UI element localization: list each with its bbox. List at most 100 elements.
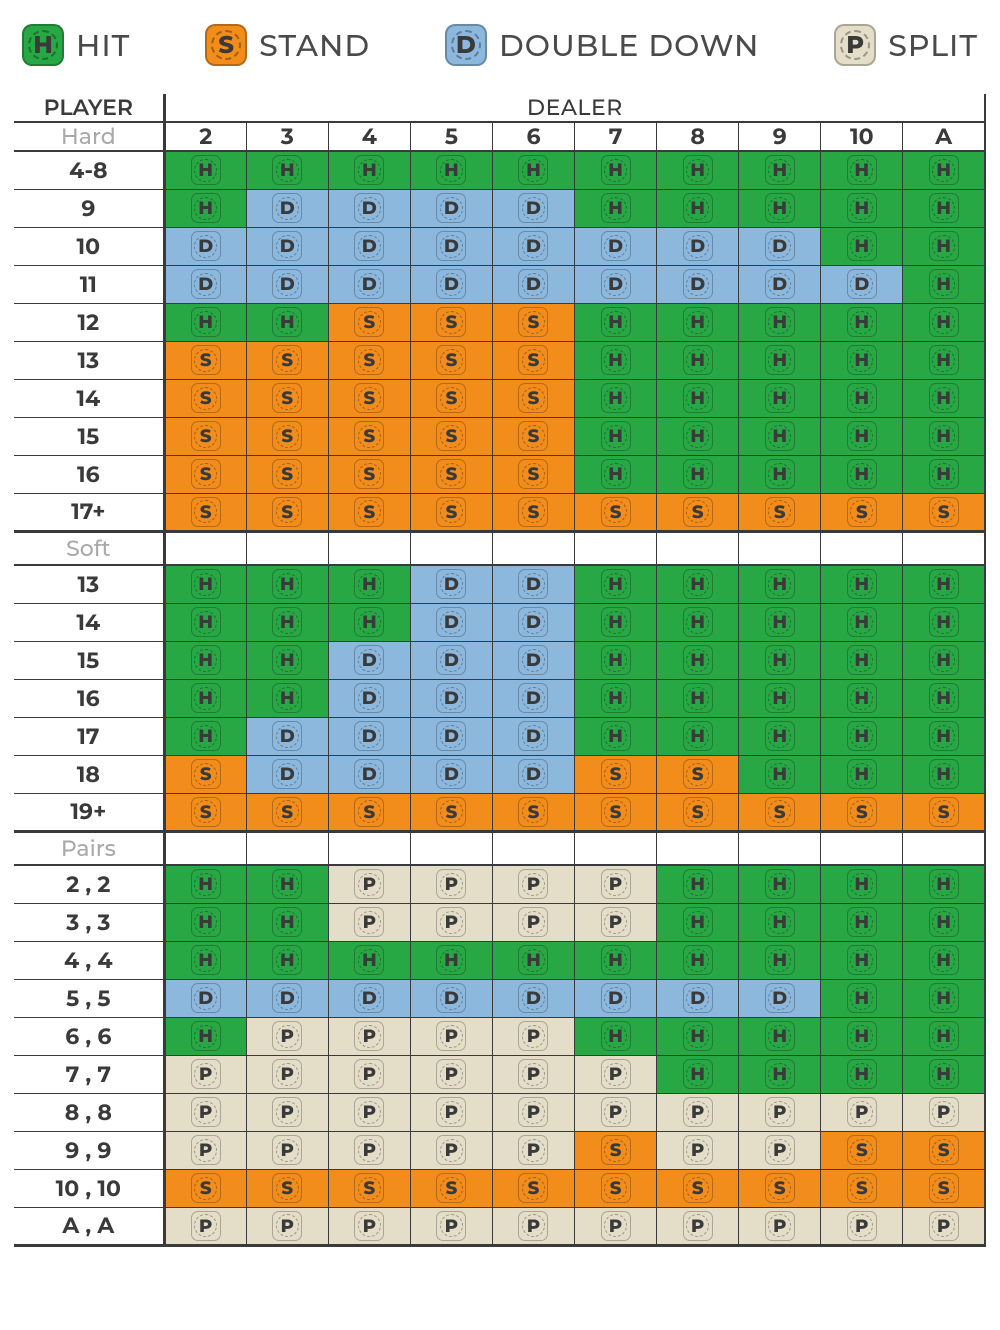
strategy-cell: H xyxy=(246,641,328,679)
strategy-cell: H xyxy=(739,903,821,941)
strategy-cell: P xyxy=(328,1093,410,1131)
p-chip-icon: P xyxy=(354,869,384,899)
strategy-cell: H xyxy=(164,865,246,903)
hand-label: 17 xyxy=(14,717,164,755)
hand-label: 10 xyxy=(14,227,164,265)
h-chip-icon: H xyxy=(683,569,713,599)
strategy-cell: S xyxy=(492,341,574,379)
d-chip-icon: D xyxy=(518,721,548,751)
strategy-cell: H xyxy=(246,903,328,941)
p-chip-icon: P xyxy=(272,1135,302,1165)
h-chip-icon: H xyxy=(191,683,221,713)
strategy-cell: H xyxy=(246,865,328,903)
s-chip-icon: S xyxy=(518,497,548,527)
strategy-cell: D xyxy=(328,979,410,1017)
strategy-cell: D xyxy=(246,265,328,303)
strategy-cell: P xyxy=(410,903,492,941)
p-chip-icon: P xyxy=(929,1211,959,1241)
strategy-cell: S xyxy=(164,1169,246,1207)
d-chip-icon: D xyxy=(272,983,302,1013)
d-chip-icon: D xyxy=(436,983,466,1013)
h-chip-icon: H xyxy=(929,383,959,413)
dealer-col-header: 8 xyxy=(657,122,739,151)
strategy-cell: H xyxy=(575,565,657,603)
s-chip-icon: S xyxy=(272,1173,302,1203)
h-chip-icon: H xyxy=(191,1021,221,1051)
h-chip-icon: H xyxy=(272,907,302,937)
strategy-cell: P xyxy=(903,1207,985,1245)
strategy-cell: D xyxy=(328,679,410,717)
strategy-cell: S xyxy=(575,755,657,793)
strategy-cell: H xyxy=(903,603,985,641)
strategy-cell: S xyxy=(410,493,492,531)
s-chip-icon: S xyxy=(683,497,713,527)
strategy-cell: S xyxy=(903,1169,985,1207)
strategy-cell: P xyxy=(821,1093,903,1131)
strategy-cell: S xyxy=(246,379,328,417)
d-chip-icon: D xyxy=(272,269,302,299)
section-spacer xyxy=(821,831,903,865)
strategy-cell: D xyxy=(492,679,574,717)
h-chip-icon: H xyxy=(929,759,959,789)
section-spacer xyxy=(575,831,657,865)
strategy-cell: D xyxy=(246,979,328,1017)
h-chip-icon: H xyxy=(191,193,221,223)
legend-item-split: P SPLIT xyxy=(834,24,978,66)
strategy-cell: P xyxy=(410,1093,492,1131)
h-chip-icon: H xyxy=(683,869,713,899)
h-chip-icon: H xyxy=(518,945,548,975)
dealer-col-header: 6 xyxy=(492,122,574,151)
strategy-cell: D xyxy=(328,189,410,227)
hand-label: 12 xyxy=(14,303,164,341)
strategy-cell: P xyxy=(328,903,410,941)
strategy-cell: H xyxy=(328,941,410,979)
h-chip-icon: H xyxy=(847,569,877,599)
h-chip-icon: H xyxy=(847,983,877,1013)
strategy-cell: D xyxy=(492,227,574,265)
hand-label: 6 , 6 xyxy=(14,1017,164,1055)
strategy-cell: S xyxy=(492,303,574,341)
s-chip-icon: S xyxy=(518,383,548,413)
strategy-cell: D xyxy=(492,641,574,679)
h-chip-icon: H xyxy=(272,307,302,337)
s-chip-icon: S xyxy=(436,383,466,413)
h-chip-icon: H xyxy=(765,607,795,637)
h-chip-icon: H xyxy=(683,907,713,937)
strategy-cell: S xyxy=(821,793,903,831)
h-chip-icon: H xyxy=(191,869,221,899)
d-chip-icon: D xyxy=(272,759,302,789)
strategy-cell: H xyxy=(246,679,328,717)
p-chip-icon: P xyxy=(354,1211,384,1241)
strategy-cell: H xyxy=(903,265,985,303)
strategy-cell: P xyxy=(328,1017,410,1055)
strategy-cell: S xyxy=(246,1169,328,1207)
h-chip-icon: H xyxy=(847,193,877,223)
strategy-cell: S xyxy=(821,1169,903,1207)
d-chip-icon: D xyxy=(518,759,548,789)
s-chip-icon: S xyxy=(683,1173,713,1203)
hand-label: 14 xyxy=(14,379,164,417)
hand-label: 16 xyxy=(14,679,164,717)
section-label: Pairs xyxy=(14,831,164,865)
h-chip-icon: H xyxy=(847,907,877,937)
strategy-cell: H xyxy=(821,941,903,979)
strategy-cell: S xyxy=(410,417,492,455)
strategy-cell: H xyxy=(657,151,739,189)
strategy-cell: H xyxy=(164,641,246,679)
d-chip-icon: D xyxy=(601,269,631,299)
h-chip-icon: H xyxy=(518,155,548,185)
s-chip-icon: S xyxy=(354,1173,384,1203)
strategy-cell: S xyxy=(328,417,410,455)
s-chip-icon: S xyxy=(929,1173,959,1203)
strategy-cell: S xyxy=(410,1169,492,1207)
s-chip-icon: S xyxy=(436,497,466,527)
section-spacer xyxy=(821,531,903,565)
s-chip-icon: S xyxy=(354,383,384,413)
h-chip-icon: H xyxy=(929,345,959,375)
strategy-cell: S xyxy=(410,455,492,493)
section-spacer xyxy=(164,531,246,565)
d-chip-icon: D xyxy=(518,231,548,261)
s-chip-icon: S xyxy=(847,497,877,527)
s-chip-icon: S xyxy=(518,459,548,489)
strategy-cell: H xyxy=(821,1055,903,1093)
